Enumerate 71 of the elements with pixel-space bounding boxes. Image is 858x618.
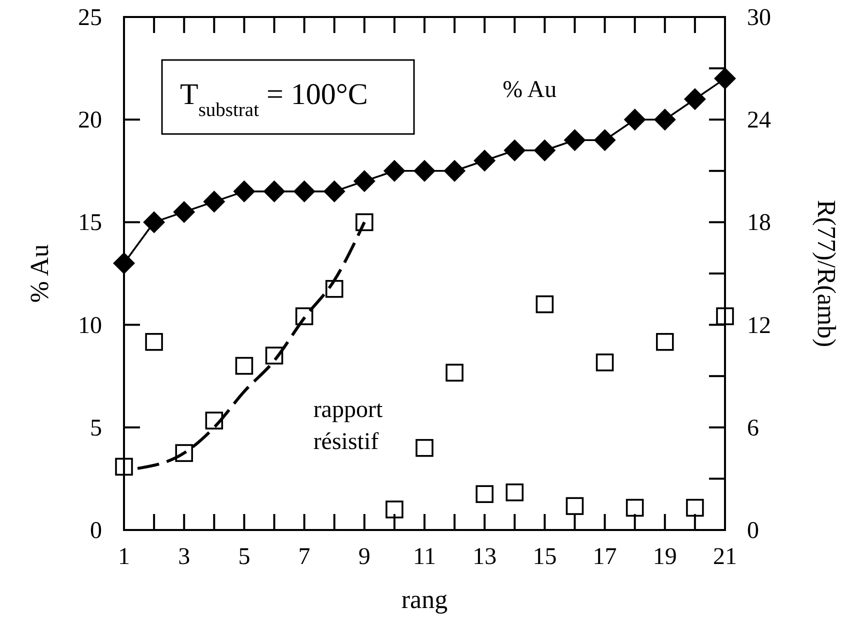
y2-tick-label: 6 (747, 415, 759, 442)
x-axis-title: rang (401, 585, 448, 614)
point (416, 439, 434, 457)
point (716, 307, 734, 326)
point (686, 498, 704, 517)
point (444, 160, 466, 182)
y-tick-label: 25 (78, 5, 102, 31)
x-tick-label: 3 (178, 544, 190, 570)
x-tick-label: 21 (713, 544, 737, 570)
point (323, 180, 346, 202)
y2-tick-label: 30 (747, 5, 771, 31)
point (414, 160, 436, 182)
y2-tick-label: 18 (747, 210, 771, 236)
y-tick-label: 5 (90, 415, 102, 442)
x-tick-label: 1 (118, 544, 130, 570)
x-tick-label: 7 (298, 544, 310, 570)
point (474, 150, 496, 172)
point (235, 356, 254, 375)
y2-tick-label: 0 (747, 518, 759, 544)
point (383, 160, 406, 182)
point (143, 211, 166, 234)
point (293, 180, 316, 202)
point (504, 139, 526, 162)
series-label: rapport résistif (313, 397, 383, 456)
point (624, 108, 646, 131)
y-tick-label: 20 (78, 108, 102, 134)
x-tick-label: 15 (532, 544, 557, 570)
point (356, 213, 374, 232)
point (233, 180, 256, 202)
y-axis-title: % Au (25, 244, 54, 303)
x-tick-label: 5 (238, 544, 250, 570)
y2-axis-title: R(77)/R(amb) (812, 200, 841, 348)
x-tick-label: 11 (412, 544, 436, 570)
x-tick-label: 9 (358, 544, 370, 570)
point (173, 200, 196, 223)
point (714, 68, 736, 90)
y-tick-label: 0 (90, 518, 102, 544)
point (566, 497, 584, 515)
x-tick-label: 13 (472, 544, 497, 570)
y-tick-label: 10 (78, 312, 102, 339)
point (564, 129, 586, 152)
point (596, 354, 614, 372)
x-tick-label: 19 (652, 544, 677, 570)
point (626, 498, 644, 517)
x-tick-label: 17 (592, 544, 617, 570)
y-tick-label: 15 (78, 210, 102, 236)
point (295, 307, 314, 326)
annotation: T$_{substrat}$ = 100°C (180, 78, 368, 121)
point (534, 139, 556, 162)
point (175, 444, 193, 462)
point (656, 333, 674, 351)
point (476, 485, 494, 503)
point (654, 108, 676, 131)
point (203, 190, 226, 213)
point (263, 180, 286, 202)
point (594, 129, 616, 152)
y2-tick-label: 12 (747, 312, 771, 339)
point (446, 364, 464, 382)
point (506, 483, 524, 502)
y2-tick-label: 24 (747, 108, 771, 134)
point (265, 346, 284, 364)
point (684, 88, 706, 110)
point (353, 170, 376, 192)
point (205, 412, 224, 430)
point (115, 458, 133, 476)
series-label: % Au (502, 77, 557, 104)
point (536, 295, 554, 314)
point (386, 500, 404, 518)
point (325, 280, 344, 298)
point (113, 252, 135, 274)
point (145, 333, 163, 351)
